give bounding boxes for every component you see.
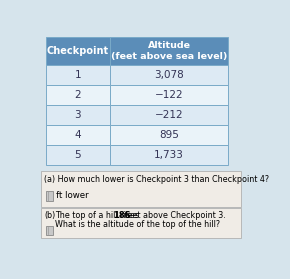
FancyBboxPatch shape bbox=[110, 105, 229, 125]
FancyBboxPatch shape bbox=[41, 208, 241, 238]
Text: ft lower: ft lower bbox=[56, 191, 88, 200]
Text: Altitude
(feet above sea level): Altitude (feet above sea level) bbox=[111, 41, 227, 61]
FancyBboxPatch shape bbox=[46, 226, 52, 235]
Text: What is the altitude of the top of the hill?: What is the altitude of the top of the h… bbox=[55, 220, 220, 229]
Text: 5: 5 bbox=[75, 150, 81, 160]
Text: Checkpoint: Checkpoint bbox=[47, 46, 109, 56]
Text: 3: 3 bbox=[75, 110, 81, 120]
FancyBboxPatch shape bbox=[46, 65, 110, 85]
Text: The top of a hill rises: The top of a hill rises bbox=[55, 211, 141, 220]
Text: (b): (b) bbox=[44, 211, 55, 220]
FancyBboxPatch shape bbox=[46, 85, 110, 105]
Text: 1,733: 1,733 bbox=[154, 150, 184, 160]
FancyBboxPatch shape bbox=[110, 85, 229, 105]
Text: 1: 1 bbox=[75, 70, 81, 80]
FancyBboxPatch shape bbox=[110, 65, 229, 85]
Text: 2: 2 bbox=[75, 90, 81, 100]
Text: (a) How much lower is Checkpoint 3 than Checkpoint 4?: (a) How much lower is Checkpoint 3 than … bbox=[44, 175, 269, 184]
FancyBboxPatch shape bbox=[46, 105, 110, 125]
FancyBboxPatch shape bbox=[46, 145, 110, 165]
Text: 4: 4 bbox=[75, 130, 81, 140]
Text: feet above Checkpoint 3.: feet above Checkpoint 3. bbox=[122, 211, 226, 220]
FancyBboxPatch shape bbox=[46, 191, 52, 201]
Text: −212: −212 bbox=[155, 110, 184, 120]
FancyBboxPatch shape bbox=[110, 145, 229, 165]
FancyBboxPatch shape bbox=[41, 171, 241, 207]
FancyBboxPatch shape bbox=[110, 125, 229, 145]
FancyBboxPatch shape bbox=[46, 37, 229, 65]
Text: 186: 186 bbox=[113, 211, 131, 220]
Text: 3,078: 3,078 bbox=[154, 70, 184, 80]
Text: −122: −122 bbox=[155, 90, 184, 100]
Text: 895: 895 bbox=[159, 130, 179, 140]
FancyBboxPatch shape bbox=[46, 125, 110, 145]
